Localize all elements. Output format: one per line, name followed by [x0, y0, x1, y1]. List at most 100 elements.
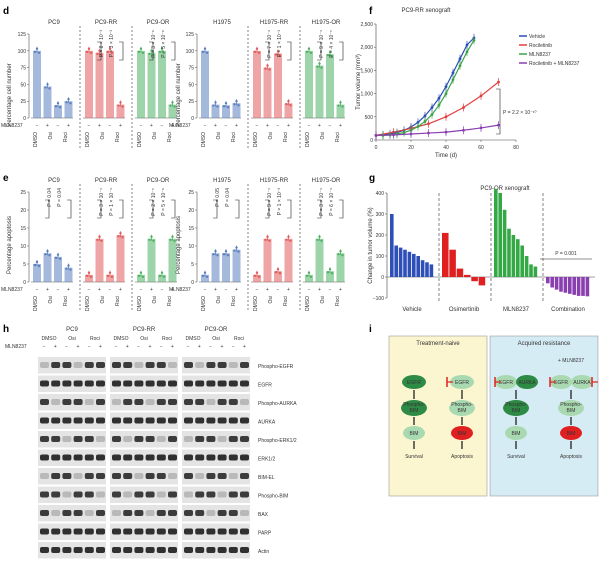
data-point [497, 123, 500, 127]
data-point [226, 106, 230, 109]
data-point [255, 271, 259, 274]
blot-band [62, 436, 72, 442]
y-tick-label: 300 [376, 212, 385, 218]
mln-sign: − [225, 287, 228, 293]
y-tick-label: 15 [20, 226, 26, 232]
treatment-label: Roci [63, 132, 69, 142]
acquired-resistance-title: Acquired resistance [518, 341, 571, 347]
blot-band [51, 491, 61, 498]
blot-band [156, 510, 166, 516]
y-tick-label: 25 [20, 99, 26, 105]
treatment-label: Roci [283, 132, 289, 142]
blot-band [145, 510, 155, 516]
blot-band [228, 436, 238, 442]
blot-band [206, 380, 216, 387]
mln-sign: − [88, 287, 91, 293]
waterfall-bar [464, 274, 471, 277]
data-point [33, 50, 37, 53]
bar [326, 271, 334, 282]
y-tick-label: 15 [188, 226, 194, 232]
data-point [162, 51, 166, 54]
blot-band [96, 399, 105, 405]
blot-band [134, 454, 144, 461]
drug-label: Roci [234, 336, 244, 342]
y-tick-label: 5 [23, 262, 26, 268]
blot-band [62, 528, 72, 535]
blot-band [123, 436, 133, 442]
mln-sign: + [339, 287, 342, 293]
data-point [169, 104, 172, 107]
data-point [309, 275, 313, 278]
blot-strip [38, 542, 106, 559]
blot-band [168, 399, 177, 405]
blot-band [123, 510, 133, 516]
data-point [316, 65, 319, 68]
treatment-naive-box [388, 335, 488, 497]
data-point [85, 50, 89, 53]
data-point [201, 50, 205, 53]
treatment-label: DMSO [305, 132, 311, 147]
panel-i-model-diagram: Treatment-naive Acquired resistance + MLN8… [388, 335, 599, 497]
blot-strip [182, 468, 250, 485]
series-line-rociletinib [375, 81, 499, 136]
blot-band [84, 473, 94, 479]
blot-band [96, 380, 105, 387]
blot-band [240, 473, 249, 479]
treatment-label: Osi [320, 296, 326, 304]
waterfall-bar [572, 277, 576, 295]
blot-band [40, 380, 49, 387]
data-point [233, 249, 236, 252]
blot-band [134, 399, 144, 405]
phospho-label: Phospho- [560, 402, 582, 408]
data-point [320, 66, 323, 69]
x-tick-label: 60 [478, 145, 484, 151]
aurka-label: AURKA [518, 380, 536, 386]
blot-strip [182, 431, 250, 448]
blot-band [123, 399, 133, 405]
e-ylabel-right: Percentage apoptosis [176, 216, 182, 274]
y-tick-label: 0 [23, 116, 26, 122]
data-point [212, 104, 215, 107]
protein-label: Phospho-EGFR [258, 364, 294, 370]
chart-title: PC9-OR xenograft [480, 186, 530, 192]
data-point [117, 104, 120, 107]
mln-sign: − [308, 123, 311, 129]
bim-node [505, 426, 527, 440]
data-point [121, 105, 124, 108]
blot-band [51, 510, 61, 516]
mln-sign: − [277, 287, 280, 293]
data-point [171, 101, 174, 104]
data-point [85, 274, 89, 277]
blot-band [51, 528, 61, 535]
egfr-node [550, 375, 572, 389]
data-point [266, 64, 269, 67]
data-point [203, 47, 207, 50]
blot-band [217, 362, 227, 368]
data-point [430, 106, 434, 109]
blot-band [184, 380, 193, 387]
data-point [305, 50, 309, 53]
blot-band [217, 399, 227, 405]
mln-sign: + [235, 123, 238, 129]
blot-strip [182, 357, 250, 374]
waterfall-bar [412, 253, 416, 277]
blot-band [84, 417, 94, 424]
group-title: H1975 [213, 20, 231, 26]
bar [201, 50, 209, 118]
mln-sign: − [140, 287, 143, 293]
data-point [224, 250, 228, 253]
mln-sign: + [318, 287, 321, 293]
data-point [289, 104, 292, 107]
bar [158, 50, 166, 118]
d-ylabel-right: Percentage cell number [176, 63, 182, 126]
p-value: P = 1 × 10⁻³ [277, 188, 283, 216]
blot-strip [38, 468, 106, 485]
treatment-label: Roci [283, 296, 289, 306]
waterfall-bar [449, 249, 456, 277]
y-tick-label: 50 [20, 82, 26, 88]
blot-band [156, 491, 166, 498]
data-point [201, 274, 205, 277]
mln-sign: − [36, 287, 39, 293]
group-title: H1975-RR [260, 178, 289, 184]
